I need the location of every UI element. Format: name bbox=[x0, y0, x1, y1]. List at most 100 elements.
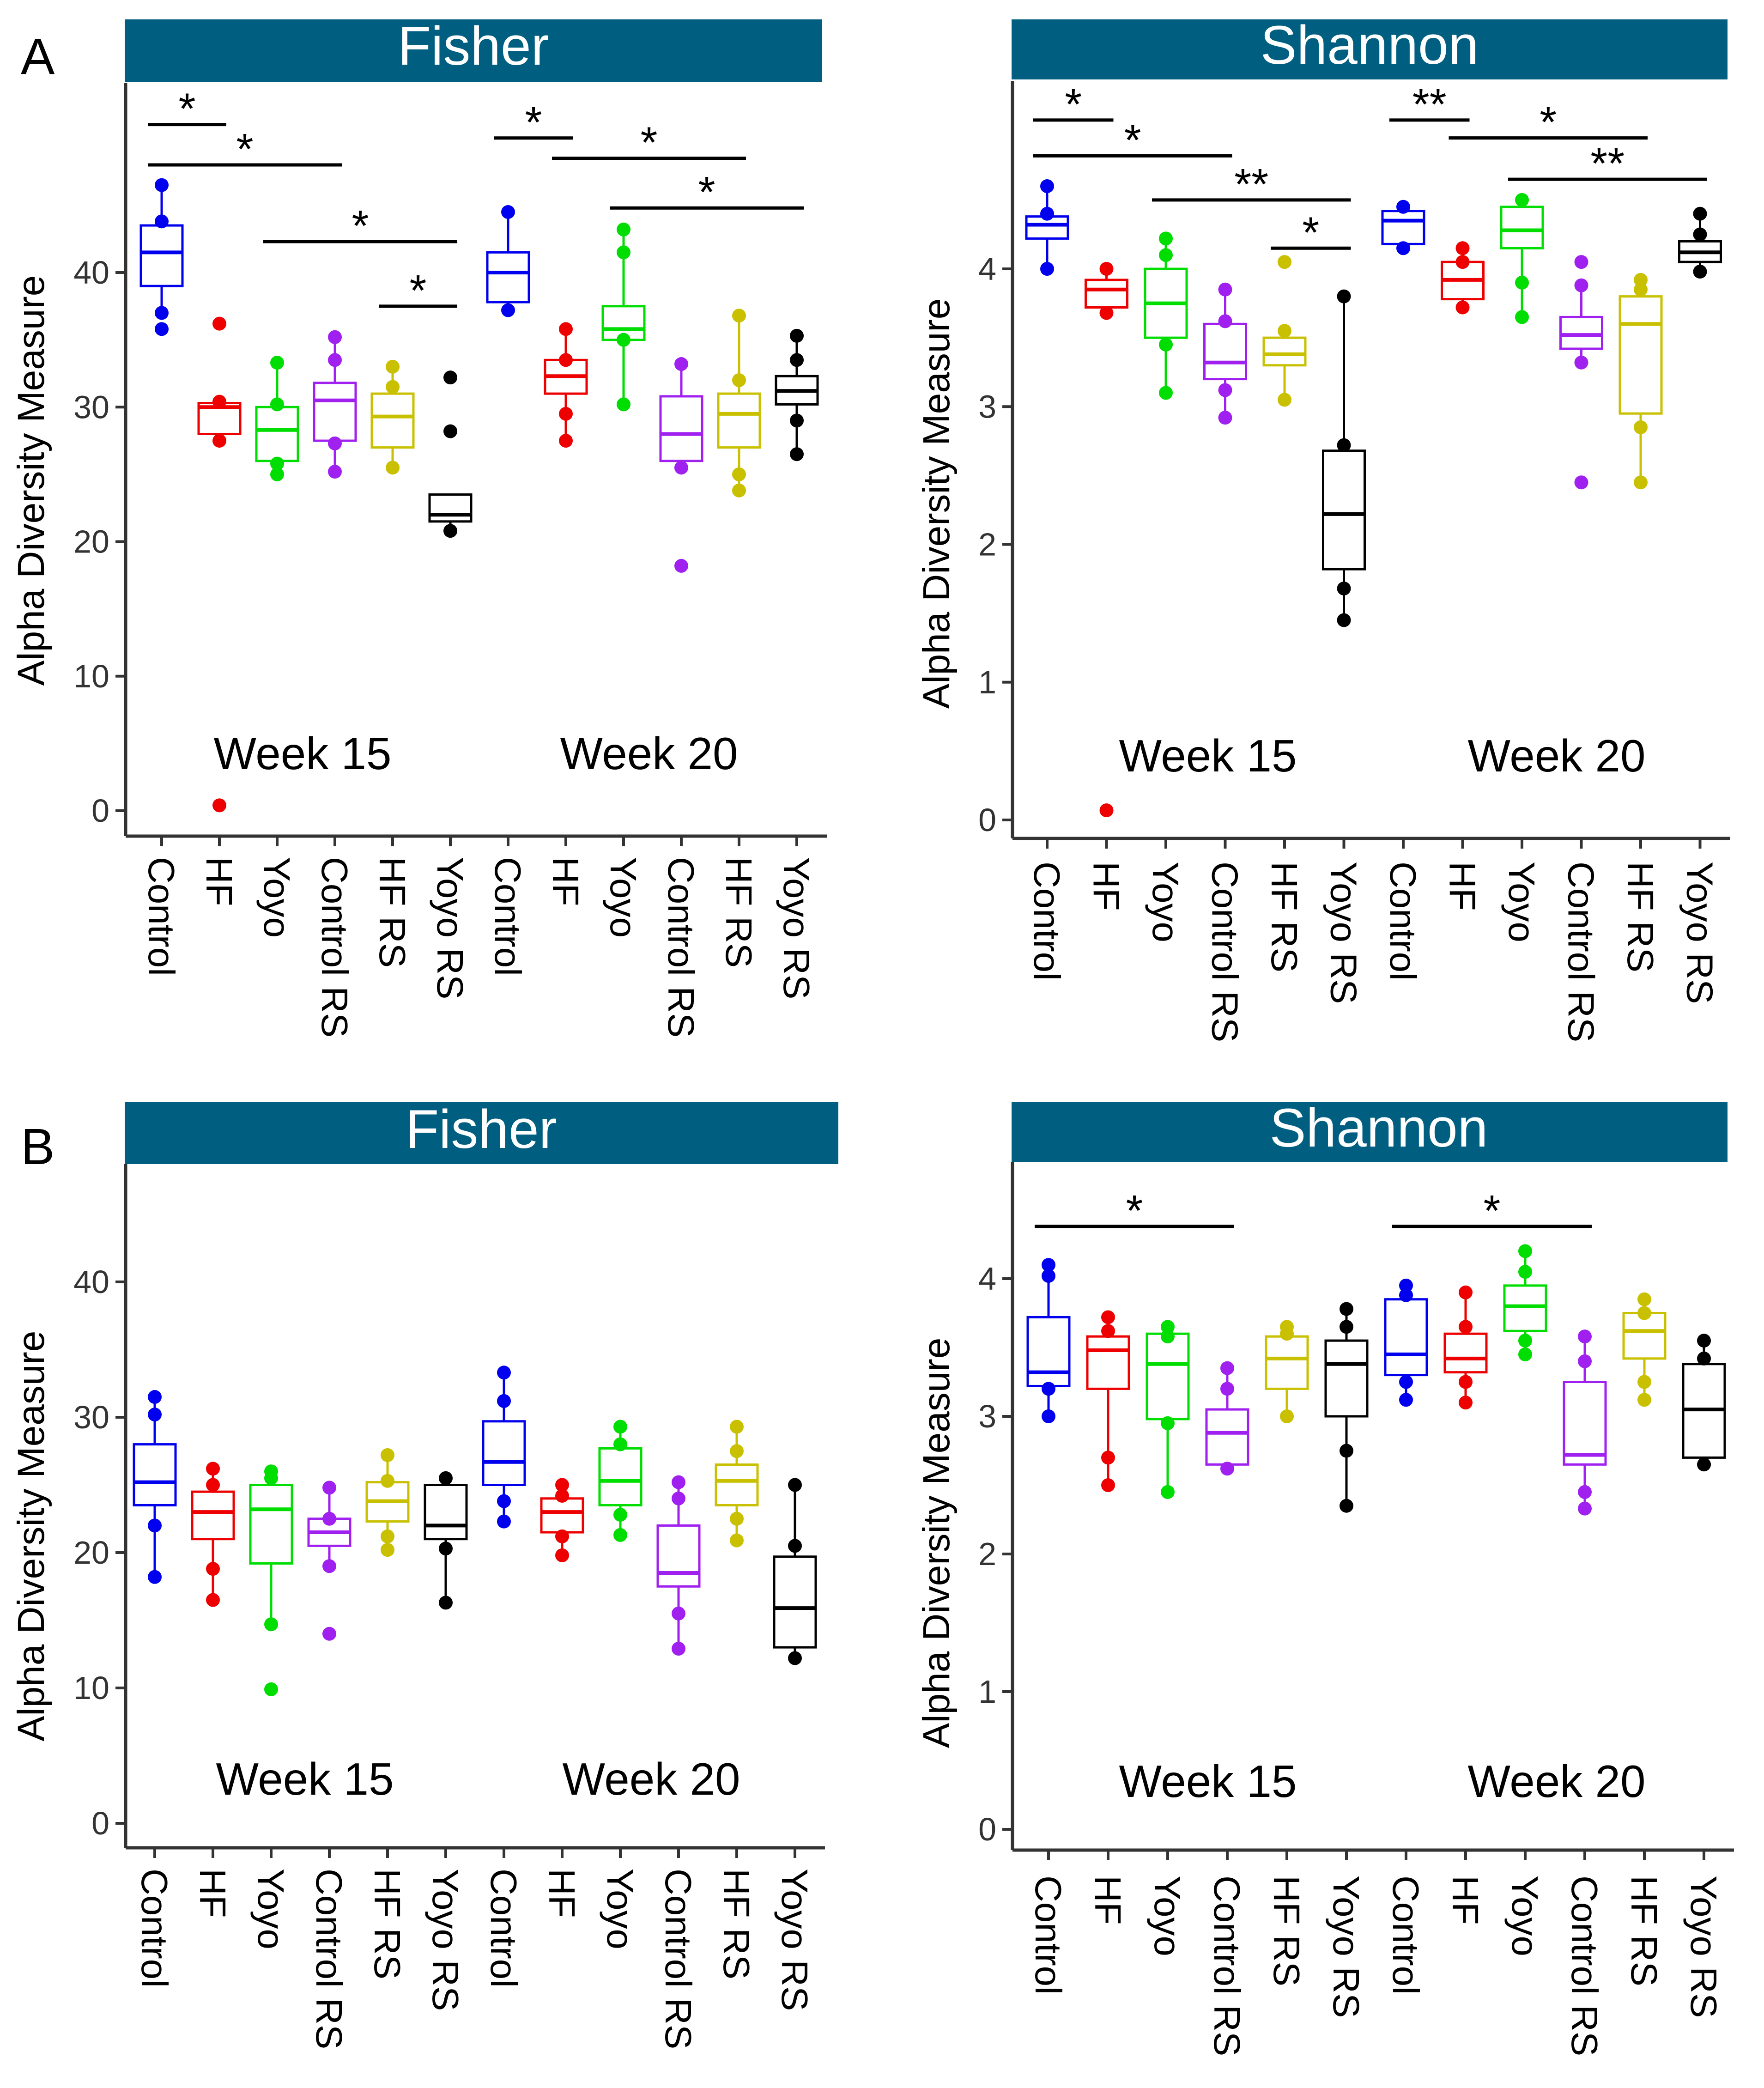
x-tick-label: Control bbox=[1382, 862, 1424, 981]
data-point bbox=[155, 306, 169, 320]
box-iqr bbox=[1500, 206, 1544, 249]
y-tick-label: 40 bbox=[73, 1264, 109, 1300]
significance-label: * bbox=[179, 85, 196, 134]
data-point bbox=[1218, 282, 1232, 297]
y-tick-label: 2 bbox=[978, 527, 996, 563]
x-tick-label: HF RS bbox=[1620, 862, 1661, 972]
box-iqr bbox=[1322, 449, 1366, 571]
box-week15-yoyo bbox=[1144, 231, 1188, 400]
data-point bbox=[1337, 438, 1351, 452]
data-point bbox=[1340, 1302, 1353, 1316]
data-point bbox=[1634, 282, 1648, 297]
box-week20-control-rs bbox=[659, 357, 703, 573]
data-point bbox=[1396, 200, 1410, 214]
x-tick-label: Yoyo RS bbox=[776, 857, 817, 999]
data-point bbox=[270, 356, 284, 370]
x-tick-label: HF RS bbox=[372, 857, 413, 968]
data-point bbox=[1280, 1409, 1294, 1423]
box-week15-hf-rs bbox=[370, 359, 415, 475]
data-point bbox=[1101, 1478, 1115, 1492]
data-point bbox=[790, 353, 804, 367]
box-week20-control bbox=[1384, 1278, 1428, 1407]
box-week20-control bbox=[1381, 200, 1425, 255]
group-label-week20: Week 20 bbox=[563, 1754, 740, 1804]
data-point bbox=[1574, 278, 1588, 292]
data-point bbox=[1101, 1310, 1115, 1324]
box-week15-yoyo bbox=[255, 356, 299, 481]
data-point bbox=[1455, 241, 1470, 255]
box-iqr bbox=[1503, 1284, 1547, 1332]
data-point bbox=[613, 1507, 627, 1522]
x-tick-label: HF RS bbox=[1266, 1876, 1307, 1986]
box-week20-yoyo bbox=[598, 1420, 643, 1542]
data-point bbox=[1518, 1265, 1532, 1279]
y-axis-label: Alpha Diversity Measure bbox=[10, 1331, 52, 1742]
data-point bbox=[1697, 1457, 1711, 1472]
box-week15-hf bbox=[191, 1462, 235, 1607]
data-point bbox=[1637, 1306, 1651, 1320]
data-point bbox=[497, 1366, 511, 1380]
data-point bbox=[555, 1478, 569, 1492]
significance-label: * bbox=[1065, 80, 1082, 129]
x-tick-label: HF bbox=[192, 1869, 233, 1918]
y-tick-label: 3 bbox=[978, 388, 996, 425]
data-point bbox=[1578, 1485, 1592, 1499]
box-week15-control-rs bbox=[1203, 282, 1247, 425]
y-tick-label: 20 bbox=[73, 524, 109, 560]
data-point bbox=[1399, 1278, 1413, 1293]
data-point bbox=[264, 1617, 278, 1632]
data-point bbox=[443, 424, 457, 438]
data-point bbox=[1099, 306, 1114, 320]
data-point bbox=[1040, 206, 1054, 221]
x-tick-label: Yoyo bbox=[1504, 1876, 1546, 1956]
data-point bbox=[1515, 193, 1529, 207]
data-point bbox=[328, 353, 342, 367]
box-week20-hf-rs bbox=[1622, 1292, 1667, 1407]
box-week20-yoyo-rs bbox=[1682, 1334, 1726, 1472]
data-point bbox=[270, 467, 284, 481]
x-tick-label: HF bbox=[1087, 1876, 1128, 1925]
data-point bbox=[1161, 1416, 1175, 1430]
y-tick-label: 0 bbox=[91, 1805, 109, 1841]
box-iqr bbox=[1086, 1335, 1130, 1390]
data-point bbox=[212, 395, 226, 409]
data-point bbox=[674, 357, 688, 371]
data-point bbox=[1220, 1462, 1234, 1476]
x-tick-label: Yoyo bbox=[1147, 1876, 1188, 1956]
box-week20-yoyo bbox=[601, 222, 646, 412]
x-tick-label: Control RS bbox=[1206, 1876, 1248, 2056]
data-point bbox=[264, 1682, 278, 1696]
data-point bbox=[730, 1420, 744, 1434]
data-point bbox=[1042, 1409, 1055, 1423]
x-tick-label: Yoyo RS bbox=[1323, 862, 1364, 1004]
significance-label: * bbox=[641, 118, 658, 167]
data-point bbox=[206, 1562, 220, 1576]
facet-header bbox=[1012, 1102, 1728, 1162]
data-point bbox=[1634, 420, 1648, 434]
data-point bbox=[148, 1390, 162, 1404]
chart-a-fisher: Fisher Alpha Diversity Measure Week 15 W… bbox=[10, 16, 827, 1038]
box-iqr bbox=[370, 392, 415, 449]
box-iqr bbox=[1381, 210, 1425, 245]
box-week20-control bbox=[486, 205, 530, 317]
x-tick-label: Control bbox=[483, 1869, 524, 1988]
data-point bbox=[386, 359, 400, 374]
box-iqr bbox=[1619, 295, 1663, 415]
data-point bbox=[386, 461, 400, 475]
box-iqr bbox=[1559, 316, 1603, 350]
data-point bbox=[730, 1444, 744, 1458]
y-tick-label: 0 bbox=[978, 1811, 996, 1847]
data-point bbox=[212, 434, 226, 448]
data-point bbox=[1278, 255, 1291, 269]
data-point bbox=[1459, 1375, 1473, 1389]
data-point bbox=[1396, 241, 1410, 255]
data-point bbox=[1337, 289, 1351, 303]
data-point bbox=[443, 524, 457, 538]
x-tick-label: Yoyo bbox=[1501, 862, 1542, 942]
box-week20-yoyo-rs bbox=[775, 328, 819, 461]
significance-label: * bbox=[1126, 1186, 1143, 1235]
data-point bbox=[788, 1651, 802, 1665]
facet-title: Shannon bbox=[1270, 1098, 1488, 1159]
data-point bbox=[1574, 475, 1588, 490]
